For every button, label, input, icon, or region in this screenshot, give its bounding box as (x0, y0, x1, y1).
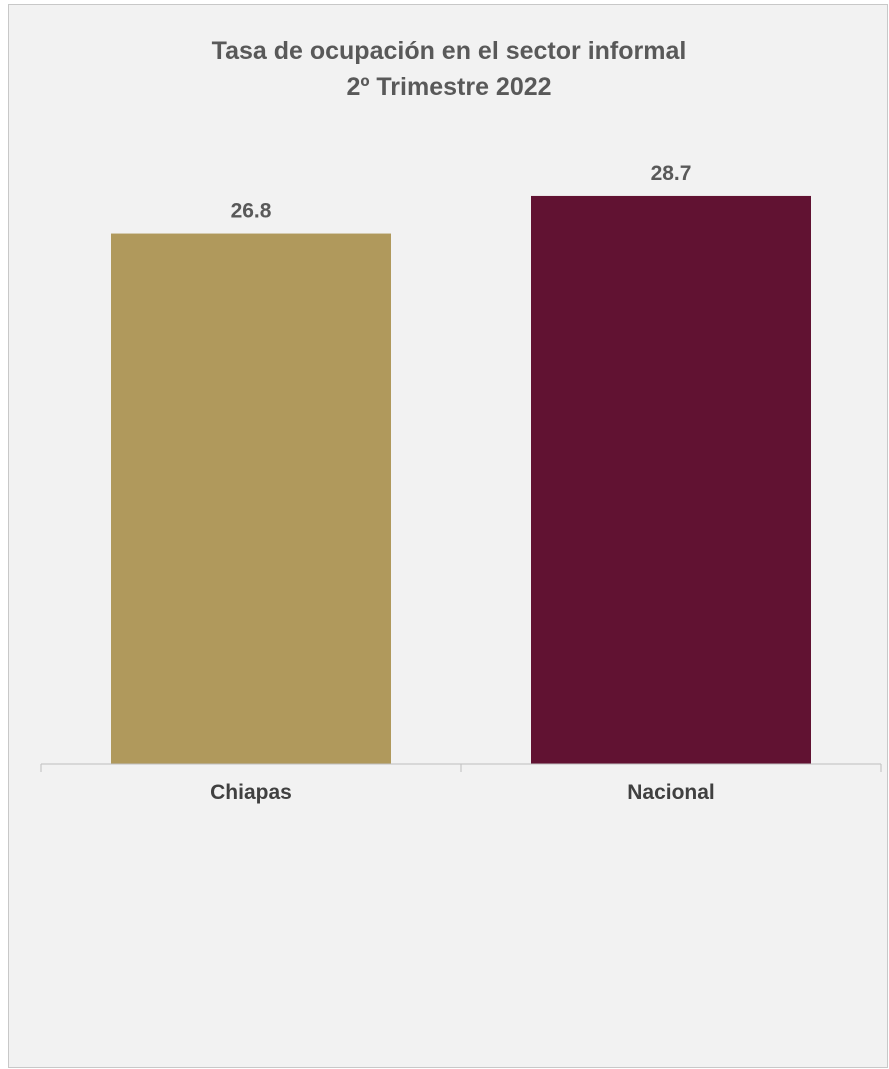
chart-title: Tasa de ocupación en el sector informal (211, 37, 687, 65)
bars-group (111, 195, 811, 764)
bar-nacional (531, 195, 811, 764)
chart-title-block: Tasa de ocupación en el sector informal … (9, 33, 889, 105)
chart-subtitle: 2º Trimestre 2022 (346, 73, 552, 101)
chart-frame: Tasa de ocupación en el sector informal … (8, 4, 888, 1068)
category-label-nacional: Nacional (627, 781, 715, 804)
bar-chart: 26.8 Chiapas 28.7 Nacional (40, 162, 882, 804)
data-label-nacional: 28.7 (651, 162, 692, 185)
data-label-chiapas: 26.8 (231, 200, 272, 223)
x-axis (40, 763, 882, 772)
labels-group: 26.8 Chiapas 28.7 Nacional (210, 162, 715, 804)
bar-chiapas (111, 233, 391, 764)
category-label-chiapas: Chiapas (210, 781, 292, 804)
